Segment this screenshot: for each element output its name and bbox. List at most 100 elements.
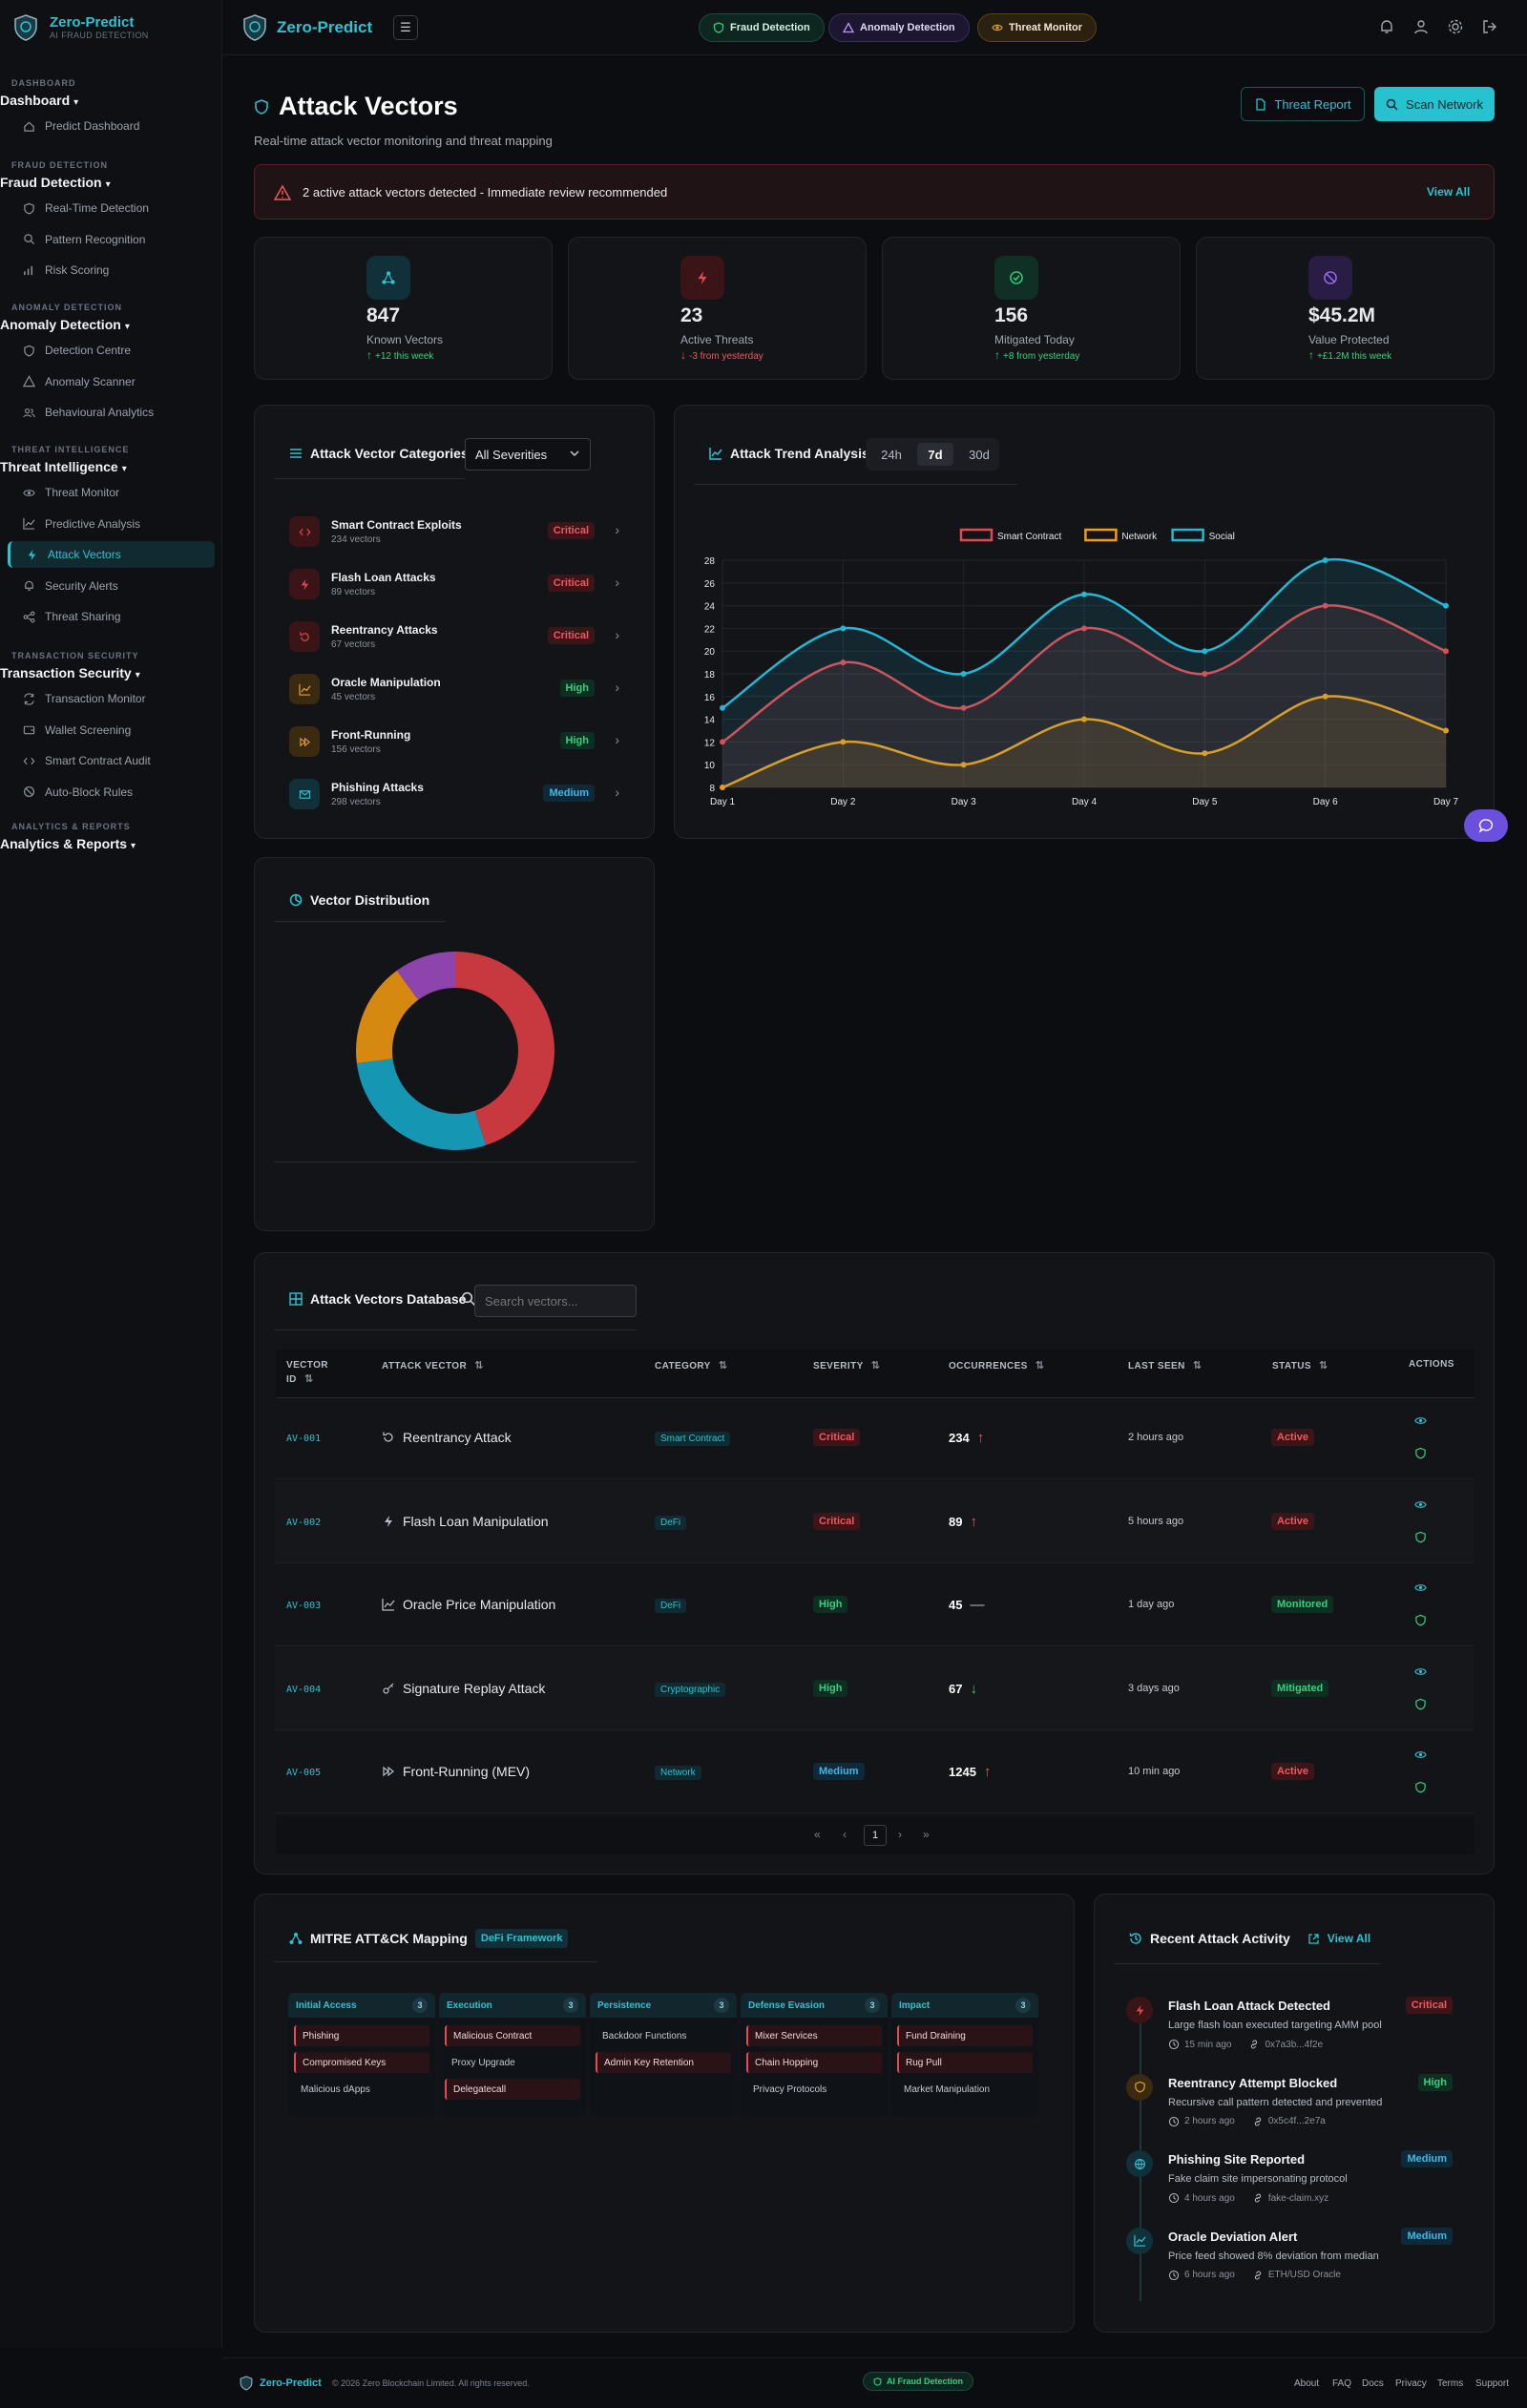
mitre-technique[interactable]: Phishing [294, 2025, 429, 2046]
sidebar-item-threat-sharing[interactable]: Threat Sharing [8, 603, 215, 630]
chat-fab-button[interactable] [1464, 809, 1508, 842]
activity-item[interactable]: Phishing Site Reported Fake claim site im… [1126, 2150, 1453, 2217]
mitigate-button[interactable] [1414, 1447, 1427, 1462]
activity-item[interactable]: Reentrancy Attempt Blocked Recursive call… [1126, 2073, 1453, 2141]
menu-toggle-button[interactable]: ☰ [393, 15, 418, 40]
sidebar-item-smart-contract-audit[interactable]: Smart Contract Audit [8, 747, 215, 774]
footer-link-privacy[interactable]: Privacy [1395, 2378, 1427, 2389]
vector-id-cell[interactable]: AV-004 [286, 1684, 322, 1695]
category-row-smart-contract-exploits[interactable]: Smart Contract Exploits 234 vectors Critic… [289, 513, 619, 551]
sidebar-group-fraud-detection[interactable]: Fraud Detection ▾ [0, 175, 111, 190]
threat-report-button[interactable]: Threat Report [1241, 87, 1365, 121]
alert-view-all-link[interactable]: View All [1427, 185, 1471, 199]
bell-icon[interactable] [1378, 18, 1397, 37]
mitre-technique[interactable]: Malicious dApps [301, 2083, 370, 2095]
sidebar-item-behavioural-analytics[interactable]: Behavioural Analytics [8, 399, 215, 426]
view-button[interactable] [1414, 1665, 1427, 1681]
column-header-last-seen[interactable]: LAST SEEN ⇅ [1128, 1359, 1202, 1372]
vector-id-cell[interactable]: AV-003 [286, 1601, 322, 1611]
column-header-category[interactable]: CATEGORY ⇅ [655, 1359, 727, 1372]
pill-anomaly-detection[interactable]: Anomaly Detection [828, 13, 970, 42]
column-header-severity[interactable]: SEVERITY ⇅ [813, 1359, 880, 1372]
sidebar-item-pattern-recognition[interactable]: Pattern Recognition [8, 226, 215, 253]
sidebar-item-transaction-monitor[interactable]: Transaction Monitor [8, 685, 215, 712]
severity-filter-select[interactable]: All Severities [465, 438, 591, 471]
footer-link-about[interactable]: About [1294, 2378, 1320, 2389]
sidebar-group-dashboard[interactable]: Dashboard ▾ [0, 93, 78, 108]
footer-link-faq[interactable]: FAQ [1332, 2378, 1352, 2389]
table-row[interactable]: AV-001 Reentrancy Attack Smart Contract Cri… [275, 1397, 1474, 1479]
vector-id-cell[interactable]: AV-005 [286, 1768, 322, 1778]
sidebar-item-risk-scoring[interactable]: Risk Scoring [8, 257, 215, 283]
column-header-vector-id[interactable]: VECTOR ID ⇅ [286, 1359, 334, 1387]
column-header-occurrences[interactable]: OCCURRENCES ⇅ [949, 1359, 1044, 1372]
category-row-reentrancy-attacks[interactable]: Reentrancy Attacks 67 vectors Critical › [289, 618, 619, 656]
sidebar-item-predictive-analysis[interactable]: Predictive Analysis [8, 511, 215, 537]
category-row-flash-loan-attacks[interactable]: Flash Loan Attacks 89 vectors Critical › [289, 565, 619, 603]
pill-fraud-detection[interactable]: Fraud Detection [699, 13, 825, 42]
view-button[interactable] [1414, 1581, 1427, 1597]
footer-link-support[interactable]: Support [1475, 2378, 1510, 2389]
mitre-technique[interactable]: Rug Pull [897, 2052, 1033, 2073]
vector-search-input[interactable] [474, 1285, 637, 1317]
sidebar-group-threat-intelligence[interactable]: Threat Intelligence ▾ [0, 459, 127, 474]
table-row[interactable]: AV-003 Oracle Price Manipulation DeFi High 4… [275, 1564, 1474, 1646]
mitre-technique[interactable]: Delegatecall [445, 2079, 580, 2100]
sidebar-group-transaction-security[interactable]: Transaction Security ▾ [0, 665, 140, 681]
range-24h-button[interactable]: 24h [881, 447, 902, 462]
sidebar-item-real-time-detection[interactable]: Real-Time Detection [8, 195, 215, 221]
mitre-technique[interactable]: Chain Hopping [746, 2052, 882, 2073]
footer-brand[interactable]: Zero-Predict [239, 2376, 322, 2391]
mitre-technique[interactable]: Admin Key Retention [596, 2052, 731, 2073]
footer-link-terms[interactable]: Terms [1437, 2378, 1464, 2389]
sidebar-item-security-alerts[interactable]: Security Alerts [8, 573, 215, 599]
sidebar-brand[interactable]: Zero-Predict AI FRAUD DETECTION [11, 13, 149, 42]
sidebar-group-anomaly-detection[interactable]: Anomaly Detection ▾ [0, 317, 130, 332]
page-number-button[interactable]: 1 [864, 1825, 887, 1846]
sidebar-group-analytics-and-reports[interactable]: Analytics & Reports ▾ [0, 836, 136, 851]
footer-link-docs[interactable]: Docs [1362, 2378, 1384, 2389]
topbar-brand[interactable]: Zero-Predict [241, 13, 372, 42]
mitigate-button[interactable] [1414, 1531, 1427, 1546]
mitre-technique[interactable]: Compromised Keys [294, 2052, 429, 2073]
mitre-technique[interactable]: Market Manipulation [904, 2083, 991, 2095]
table-row[interactable]: AV-002 Flash Loan Manipulation DeFi Critica… [275, 1480, 1474, 1563]
category-row-phishing-attacks[interactable]: Phishing Attacks 298 vectors Medium › [289, 775, 619, 813]
mitre-technique[interactable]: Malicious Contract [445, 2025, 580, 2046]
mitre-technique[interactable]: Backdoor Functions [602, 2030, 687, 2042]
sidebar-item-predict-dashboard[interactable]: Predict Dashboard [8, 113, 215, 139]
mitigate-button[interactable] [1414, 1781, 1427, 1796]
sidebar-item-wallet-screening[interactable]: Wallet Screening [8, 717, 215, 743]
vector-id-cell[interactable]: AV-001 [286, 1434, 322, 1444]
scan-network-button[interactable]: Scan Network [1374, 87, 1495, 121]
mitigate-button[interactable] [1414, 1698, 1427, 1713]
next-page-button[interactable]: › [898, 1828, 902, 1841]
view-button[interactable] [1414, 1748, 1427, 1764]
mitre-technique[interactable]: Mixer Services [746, 2025, 882, 2046]
last-page-button[interactable]: » [923, 1828, 930, 1841]
category-row-front-running[interactable]: Front-Running 156 vectors High › [289, 722, 619, 761]
mitre-technique[interactable]: Fund Draining [897, 2025, 1033, 2046]
sidebar-item-attack-vectors[interactable]: Attack Vectors [8, 541, 215, 568]
first-page-button[interactable]: « [814, 1828, 821, 1841]
user-icon[interactable] [1412, 18, 1432, 37]
sidebar-item-threat-monitor[interactable]: Threat Monitor [8, 479, 215, 506]
prev-page-button[interactable]: ‹ [843, 1828, 847, 1841]
sidebar-item-anomaly-scanner[interactable]: Anomaly Scanner [8, 368, 215, 395]
mitre-technique[interactable]: Privacy Protocols [753, 2083, 827, 2095]
activity-item[interactable]: Flash Loan Attack Detected Large flash lo… [1126, 1997, 1453, 2063]
range-30d-button[interactable]: 30d [969, 447, 990, 462]
mitigate-button[interactable] [1414, 1614, 1427, 1629]
category-row-oracle-manipulation[interactable]: Oracle Manipulation 45 vectors High › [289, 670, 619, 708]
sidebar-item-detection-centre[interactable]: Detection Centre [8, 337, 215, 364]
view-button[interactable] [1414, 1498, 1427, 1514]
activity-item[interactable]: Oracle Deviation Alert Price feed showed … [1126, 2227, 1453, 2294]
pill-threat-monitor[interactable]: Threat Monitor [977, 13, 1097, 42]
gear-icon[interactable] [1447, 18, 1466, 37]
view-button[interactable] [1414, 1414, 1427, 1430]
column-header-attack-vector[interactable]: ATTACK VECTOR ⇅ [382, 1359, 484, 1372]
logout-icon[interactable] [1481, 18, 1500, 37]
table-row[interactable]: AV-005 Front-Running (MEV) Network Medium 12… [275, 1731, 1474, 1813]
sidebar-item-auto-block-rules[interactable]: Auto-Block Rules [8, 779, 215, 806]
vector-id-cell[interactable]: AV-002 [286, 1517, 322, 1528]
